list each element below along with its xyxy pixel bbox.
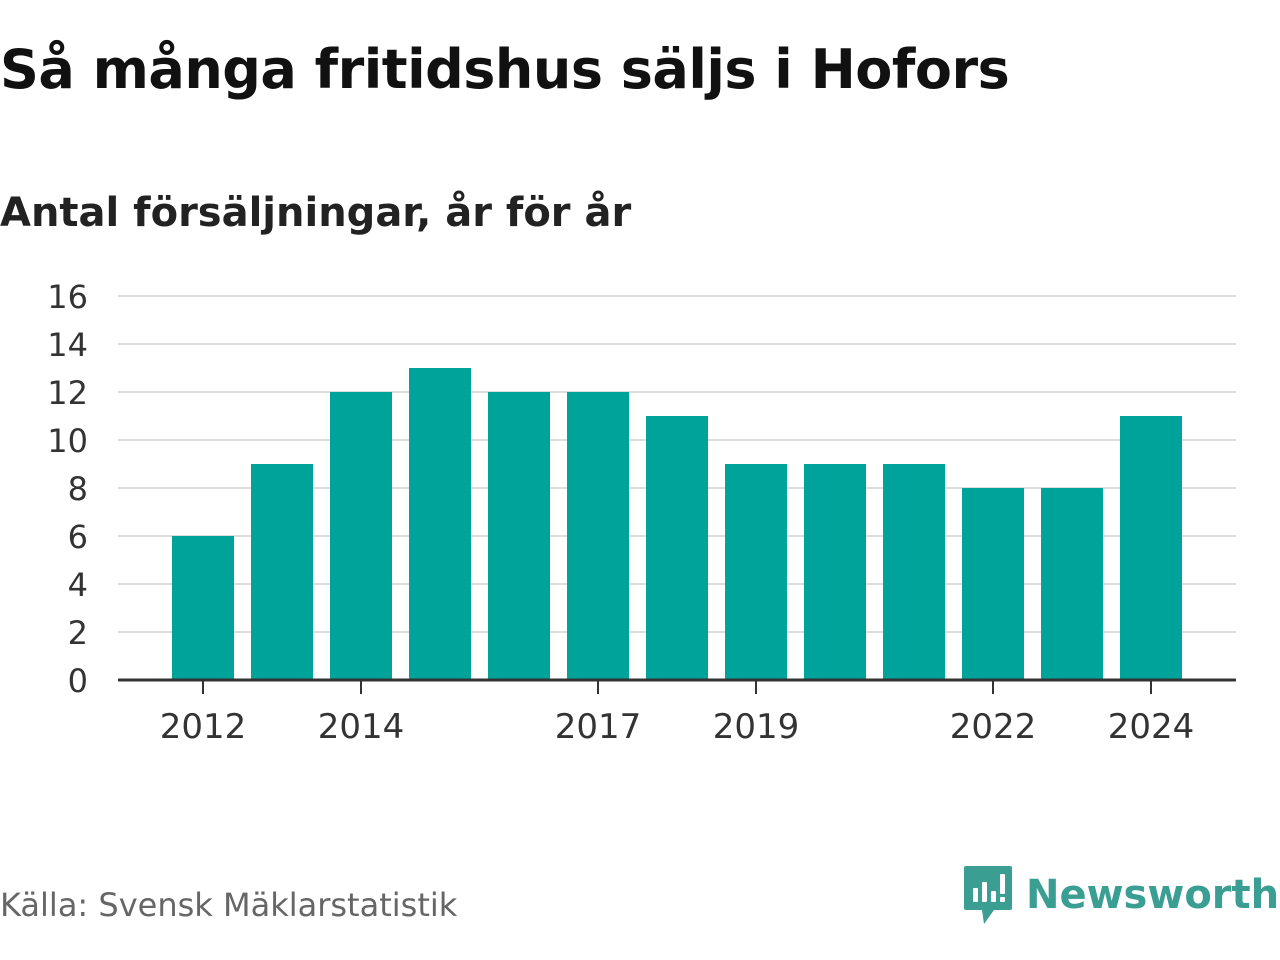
bar-2024	[1120, 416, 1182, 680]
x-tick-label: 2017	[555, 707, 642, 747]
bar-2013	[251, 464, 313, 680]
y-axis-ticks: 0 2 4 6 8 10 12 14 16	[47, 278, 88, 700]
x-tick-label: 2024	[1108, 707, 1195, 747]
newsworthy-logo-icon	[964, 866, 1012, 924]
x-tick-label: 2019	[713, 707, 800, 747]
bar-2022	[962, 488, 1024, 680]
y-tick-label: 2	[68, 614, 88, 652]
y-tick-label: 14	[47, 326, 88, 364]
bar-2023	[1041, 488, 1103, 680]
x-axis-ticks: 2012 2014 2017 2019 2022 2024	[160, 680, 1195, 747]
bar-2019	[725, 464, 787, 680]
bar-2014	[330, 392, 392, 680]
source-note: Källa: Svensk Mäklarstatistik	[0, 886, 458, 924]
chart-title: Så många fritidshus säljs i Hofors	[0, 38, 1010, 101]
bar-2016	[488, 392, 550, 680]
y-tick-label: 4	[68, 566, 88, 604]
bar-2021	[883, 464, 945, 680]
y-tick-label: 10	[47, 422, 88, 460]
y-tick-label: 16	[47, 278, 88, 316]
bar-2017	[567, 392, 629, 680]
y-tick-label: 8	[68, 470, 88, 508]
bar-2015	[409, 368, 471, 680]
x-tick-label: 2012	[160, 707, 247, 747]
bar-2012	[172, 536, 234, 680]
brand-logo: Newsworthy	[962, 862, 1280, 928]
y-tick-label: 12	[47, 374, 88, 412]
y-tick-label: 6	[68, 518, 88, 556]
y-tick-label: 0	[68, 662, 88, 700]
bar-2018	[646, 416, 708, 680]
bar-2020	[804, 464, 866, 680]
x-tick-label: 2022	[950, 707, 1037, 747]
brand-name: Newsworthy	[1026, 872, 1280, 918]
chart-subtitle: Antal försäljningar, år för år	[0, 190, 632, 236]
x-tick-label: 2014	[318, 707, 405, 747]
bars	[172, 368, 1182, 680]
